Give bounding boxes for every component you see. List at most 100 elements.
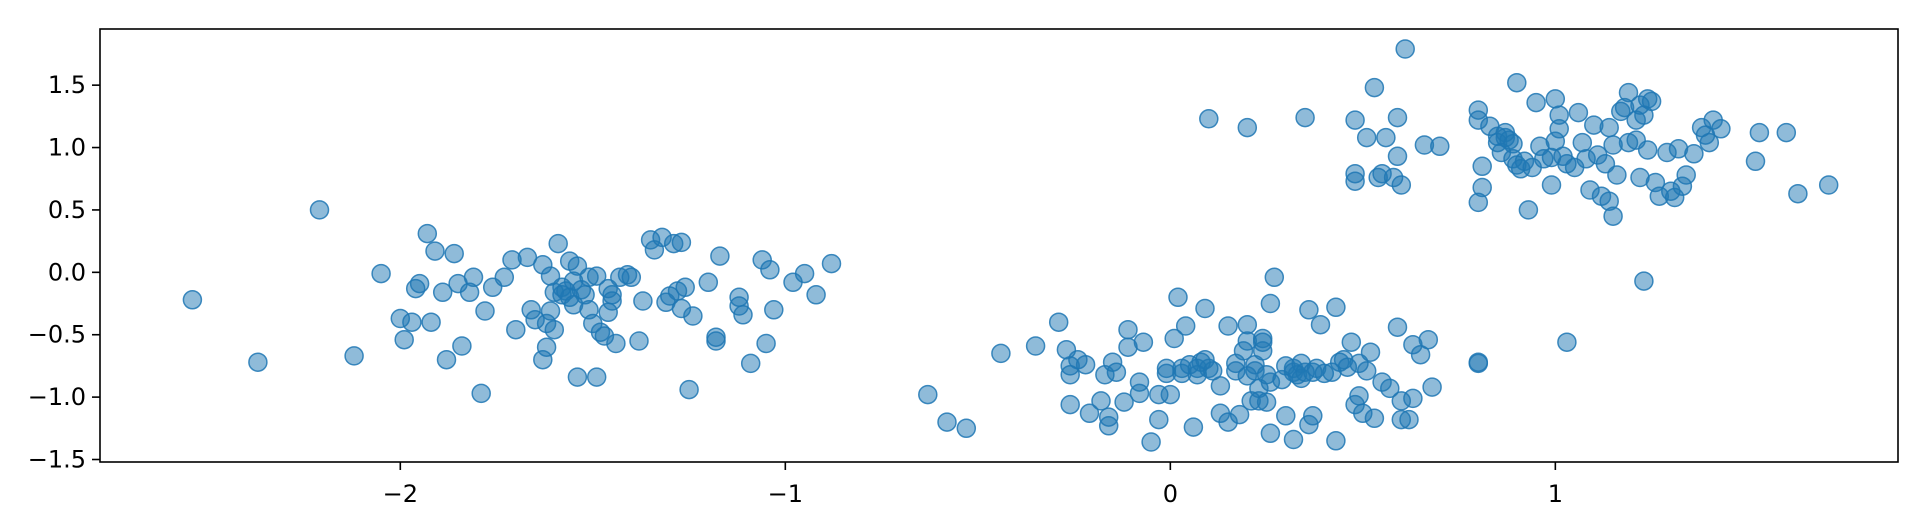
x-tick-label: −1 <box>768 480 803 508</box>
data-point <box>1252 332 1273 352</box>
data-point <box>1468 352 1489 372</box>
data-point <box>471 383 491 404</box>
data-point <box>1199 109 1219 129</box>
data-point <box>1237 117 1258 138</box>
data-point <box>1599 117 1619 138</box>
data-point <box>683 306 703 326</box>
y-tick-label: −1.5 <box>28 446 86 474</box>
data-point <box>1641 91 1662 112</box>
data-point <box>1776 122 1797 143</box>
data-point <box>1387 146 1408 167</box>
data-point <box>1276 406 1296 426</box>
data-point <box>1541 175 1562 195</box>
data-point <box>1403 388 1423 409</box>
data-point <box>733 305 753 325</box>
data-point <box>494 267 515 288</box>
plot-frame <box>99 28 1899 463</box>
data-point <box>1557 332 1577 352</box>
data-point <box>1634 271 1654 291</box>
data-point <box>671 232 692 253</box>
data-point <box>421 312 441 332</box>
data-point <box>1380 378 1400 399</box>
data-point <box>1149 409 1169 430</box>
data-point <box>1410 344 1431 365</box>
data-point <box>1048 312 1069 332</box>
data-point <box>937 412 957 432</box>
data-point <box>506 319 526 340</box>
data-point <box>586 367 607 387</box>
data-point <box>394 329 414 350</box>
y-tick-label: −0.5 <box>28 321 86 349</box>
data-point <box>1545 89 1566 109</box>
data-point <box>1164 328 1184 349</box>
data-point <box>402 312 422 332</box>
data-point <box>371 263 391 284</box>
data-point <box>1183 417 1204 437</box>
data-point <box>1818 175 1839 195</box>
data-point <box>1326 297 1346 318</box>
data-point <box>540 301 561 321</box>
data-point <box>1237 314 1258 335</box>
data-point <box>821 253 842 274</box>
data-point <box>956 418 977 439</box>
data-point <box>1098 407 1119 427</box>
data-point <box>182 290 203 310</box>
data-point <box>248 352 268 372</box>
data-point <box>629 331 649 351</box>
data-point <box>1129 383 1150 404</box>
data-point <box>1618 82 1639 103</box>
data-point <box>1749 122 1770 143</box>
data-point <box>344 346 364 366</box>
data-point <box>1349 386 1369 406</box>
data-point <box>1526 92 1546 113</box>
data-point <box>432 282 453 303</box>
data-point <box>548 233 568 254</box>
x-axis: −2 −1 0 1 <box>383 462 1563 508</box>
data-point <box>1060 394 1080 415</box>
data-point <box>633 291 653 311</box>
data-point <box>567 367 588 387</box>
data-point <box>621 267 642 288</box>
data-point <box>1345 110 1365 130</box>
data-point <box>740 353 761 374</box>
data-point <box>710 246 730 266</box>
data-point <box>698 272 719 293</box>
data-point <box>756 333 776 354</box>
data-point <box>436 349 457 370</box>
data-point <box>602 285 622 305</box>
data-point <box>1676 165 1696 185</box>
data-point <box>409 273 430 294</box>
data-point <box>1572 132 1593 153</box>
data-point <box>1399 409 1419 430</box>
data-point <box>1341 332 1362 352</box>
data-point <box>1303 406 1323 426</box>
data-point <box>1091 391 1111 411</box>
data-point <box>1430 136 1450 157</box>
data-point <box>1283 429 1304 450</box>
data-point <box>1168 287 1188 308</box>
data-point <box>1711 119 1731 139</box>
data-point <box>452 336 472 356</box>
data-point <box>1299 300 1319 320</box>
data-point <box>1106 362 1127 382</box>
data-point <box>1745 151 1766 172</box>
data-point <box>1202 361 1223 381</box>
data-point <box>1356 127 1377 148</box>
data-point <box>425 241 445 261</box>
y-tick-label: 0.5 <box>48 196 86 224</box>
data-point <box>1133 332 1154 352</box>
y-tick-label: 1.0 <box>48 134 86 162</box>
data-point <box>1507 72 1527 93</box>
data-point <box>706 331 726 351</box>
data-point <box>1356 361 1377 381</box>
data-point <box>1118 319 1138 340</box>
data-point <box>544 319 565 340</box>
data-point <box>1141 432 1161 452</box>
data-point <box>1229 404 1250 425</box>
y-tick-label: 1.5 <box>48 71 86 99</box>
data-point <box>1175 316 1196 336</box>
data-point <box>1114 392 1134 412</box>
data-point <box>475 301 495 321</box>
